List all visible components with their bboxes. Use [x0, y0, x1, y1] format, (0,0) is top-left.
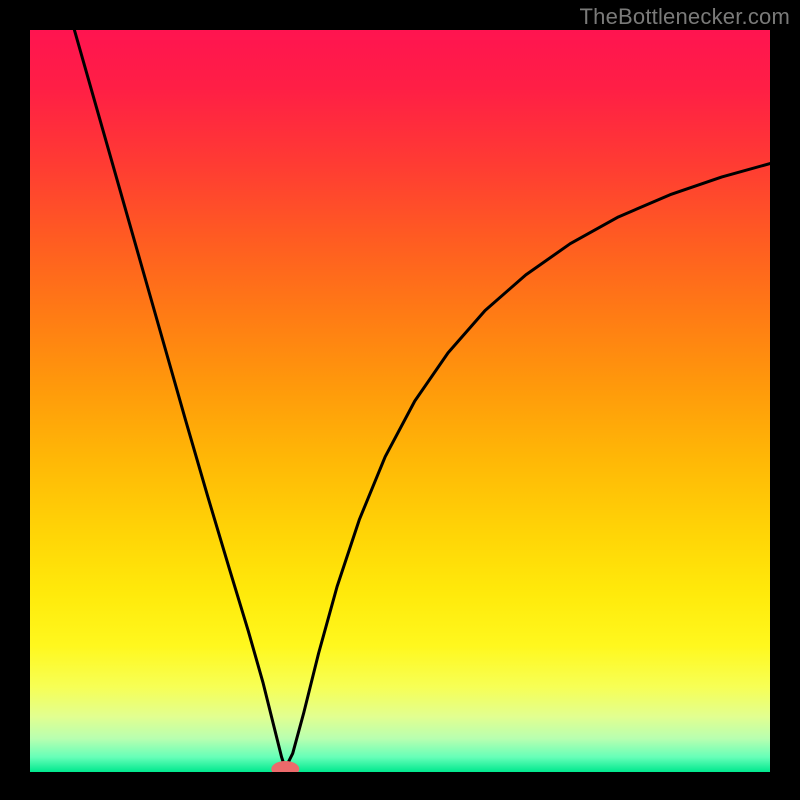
chart-container: TheBottlenecker.com — [0, 0, 800, 800]
plot-area — [30, 30, 770, 772]
gradient-background — [30, 30, 770, 772]
watermark-text: TheBottlenecker.com — [580, 4, 790, 30]
